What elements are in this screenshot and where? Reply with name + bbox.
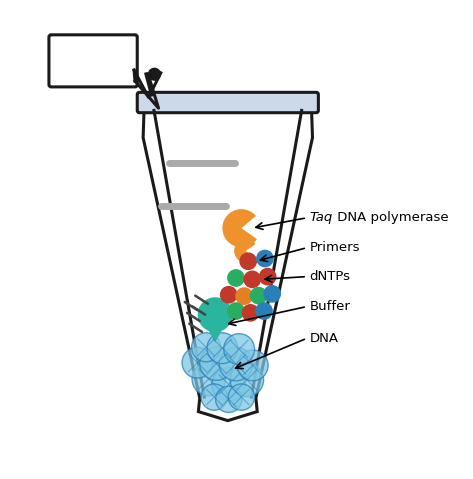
Text: Buffer: Buffer: [309, 300, 350, 313]
Wedge shape: [222, 209, 257, 247]
Text: DNA: DNA: [309, 332, 338, 345]
FancyBboxPatch shape: [49, 35, 137, 87]
Circle shape: [201, 384, 228, 410]
Circle shape: [192, 362, 226, 396]
Circle shape: [228, 384, 254, 410]
Circle shape: [237, 350, 268, 381]
Text: Taq: Taq: [309, 211, 333, 224]
Circle shape: [240, 253, 256, 269]
Circle shape: [149, 68, 160, 80]
Circle shape: [250, 287, 267, 304]
Circle shape: [216, 386, 242, 412]
Circle shape: [220, 286, 237, 303]
Circle shape: [200, 347, 233, 380]
Circle shape: [257, 251, 273, 267]
Circle shape: [236, 288, 252, 304]
Circle shape: [230, 363, 263, 397]
Text: DNA polymerase: DNA polymerase: [333, 211, 448, 224]
Circle shape: [224, 334, 254, 365]
Circle shape: [260, 269, 276, 285]
Polygon shape: [143, 111, 313, 421]
Circle shape: [192, 333, 220, 362]
FancyBboxPatch shape: [137, 92, 318, 113]
Circle shape: [242, 305, 259, 321]
Text: Primers: Primers: [309, 241, 360, 254]
Circle shape: [256, 303, 272, 319]
Wedge shape: [234, 239, 255, 262]
Circle shape: [198, 298, 232, 331]
Circle shape: [219, 347, 253, 381]
Circle shape: [212, 368, 245, 401]
Circle shape: [228, 270, 244, 286]
Text: dNTPs: dNTPs: [309, 270, 350, 283]
Circle shape: [228, 303, 244, 319]
Polygon shape: [201, 315, 230, 341]
Circle shape: [182, 347, 213, 378]
Circle shape: [264, 285, 280, 302]
Circle shape: [244, 271, 261, 287]
Circle shape: [207, 333, 238, 364]
